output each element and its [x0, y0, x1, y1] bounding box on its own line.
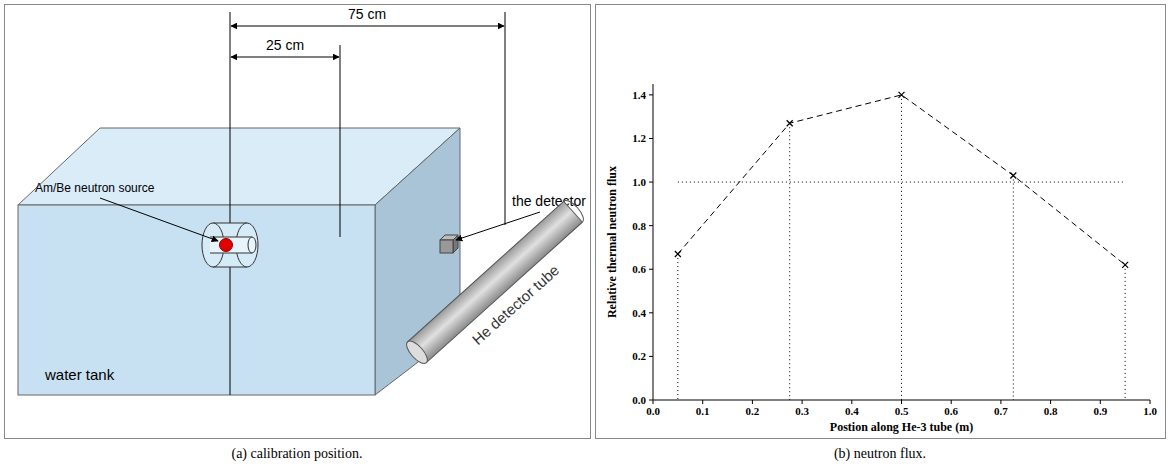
data-line: [678, 95, 1125, 265]
detector: [440, 240, 453, 253]
dimension-label: 25 cm: [266, 37, 304, 53]
data-point: [899, 92, 905, 98]
x-tick-label: 0.3: [795, 405, 809, 417]
drop-line: [677, 254, 678, 400]
x-tick: [1000, 400, 1001, 404]
x-tick: [802, 400, 803, 404]
detector-side: [453, 235, 458, 253]
y-tick-label: 1.2: [632, 132, 646, 144]
x-tick: [653, 400, 654, 404]
tank-side: [375, 128, 460, 395]
drop-line: [1125, 265, 1126, 400]
source-label: Am/Be neutron source: [35, 181, 155, 195]
x-tick: [851, 400, 852, 404]
x-tick: [752, 400, 753, 404]
ref-line: [230, 12, 231, 395]
y-tick-label: 1.0: [632, 176, 646, 188]
y-tick-label: 0.6: [632, 263, 646, 275]
inner-tube-end: [248, 237, 256, 253]
x-tick: [901, 400, 902, 404]
x-tick-label: 0.1: [696, 405, 710, 417]
drop-line: [901, 95, 902, 400]
y-tick: [649, 356, 653, 357]
reference-line: [678, 182, 1125, 183]
x-tick-label: 1.0: [1143, 405, 1157, 417]
x-tick-label: 0.0: [646, 405, 660, 417]
y-tick: [649, 225, 653, 226]
y-tick: [649, 138, 653, 139]
x-axis-title: Postion along He-3 tube (m): [830, 420, 973, 434]
x-tick: [951, 400, 952, 404]
y-tick-label: 0.4: [632, 307, 646, 319]
panel-frame: [596, 5, 1166, 439]
tube-body: [408, 201, 583, 362]
x-tick: [1100, 400, 1101, 404]
y-axis-title: Relative thermal neutron flux: [605, 166, 619, 318]
x-tick-label: 0.2: [746, 405, 760, 417]
x-tick-label: 0.7: [994, 405, 1008, 417]
x-tick-label: 0.4: [845, 405, 859, 417]
y-tick-label: 0.2: [632, 350, 646, 362]
panel-frame: [5, 5, 591, 439]
x-tick-label: 0.8: [1044, 405, 1058, 417]
data-point: [675, 251, 681, 257]
detector-label: the detector: [512, 193, 586, 209]
neutron-source: [220, 239, 233, 252]
panel-a: 75 cm 25 cm Am/Be neutron source water tank…: [5, 5, 604, 439]
tank-label: water tank: [44, 366, 115, 383]
y-tick-label: 0.0: [632, 394, 646, 406]
ref-line: [505, 12, 506, 225]
source-arrow: [100, 198, 218, 241]
tube-label: He detector tube: [469, 261, 563, 348]
inner-tube: [210, 237, 252, 253]
data-point: [787, 120, 793, 126]
y-tick: [649, 182, 653, 183]
data-point: [1010, 173, 1016, 179]
x-tick-label: 0.6: [944, 405, 958, 417]
drop-line: [789, 123, 790, 400]
x-tick: [1050, 400, 1051, 404]
data-point: [1122, 262, 1128, 268]
y-tick: [649, 312, 653, 313]
caption: (b) neutron flux.: [834, 446, 926, 462]
panel-b: 0.0 0.1 0.2 0.3 0.4 0.5 0.6 0.7 0.8 0.9 1.0 0.0 0.2 0…: [596, 5, 1166, 439]
plot-area: [675, 92, 1128, 400]
y-tick: [649, 94, 653, 95]
he-tube: He detector tube: [403, 197, 603, 385]
y-axis: [653, 84, 654, 400]
caption: (a) calibration position.: [231, 446, 362, 462]
x-tick: [1150, 400, 1151, 404]
figure: 75 cm 25 cm Am/Be neutron source water tank…: [0, 0, 1170, 466]
ref-line: [340, 45, 341, 237]
dimension-line: [231, 57, 339, 58]
y-tick-label: 0.8: [632, 220, 646, 232]
dimension-line: [231, 26, 504, 27]
tube-end: [403, 338, 431, 367]
drop-line: [1013, 176, 1014, 400]
y-tick-label: 1.4: [632, 89, 646, 101]
x-tick-label: 0.5: [895, 405, 909, 417]
dimension-label: 75 cm: [348, 6, 386, 22]
x-tick-label: 0.9: [1093, 405, 1107, 417]
y-tick: [649, 400, 653, 401]
tube-end: [564, 197, 587, 222]
y-tick: [649, 269, 653, 270]
x-tick: [702, 400, 703, 404]
